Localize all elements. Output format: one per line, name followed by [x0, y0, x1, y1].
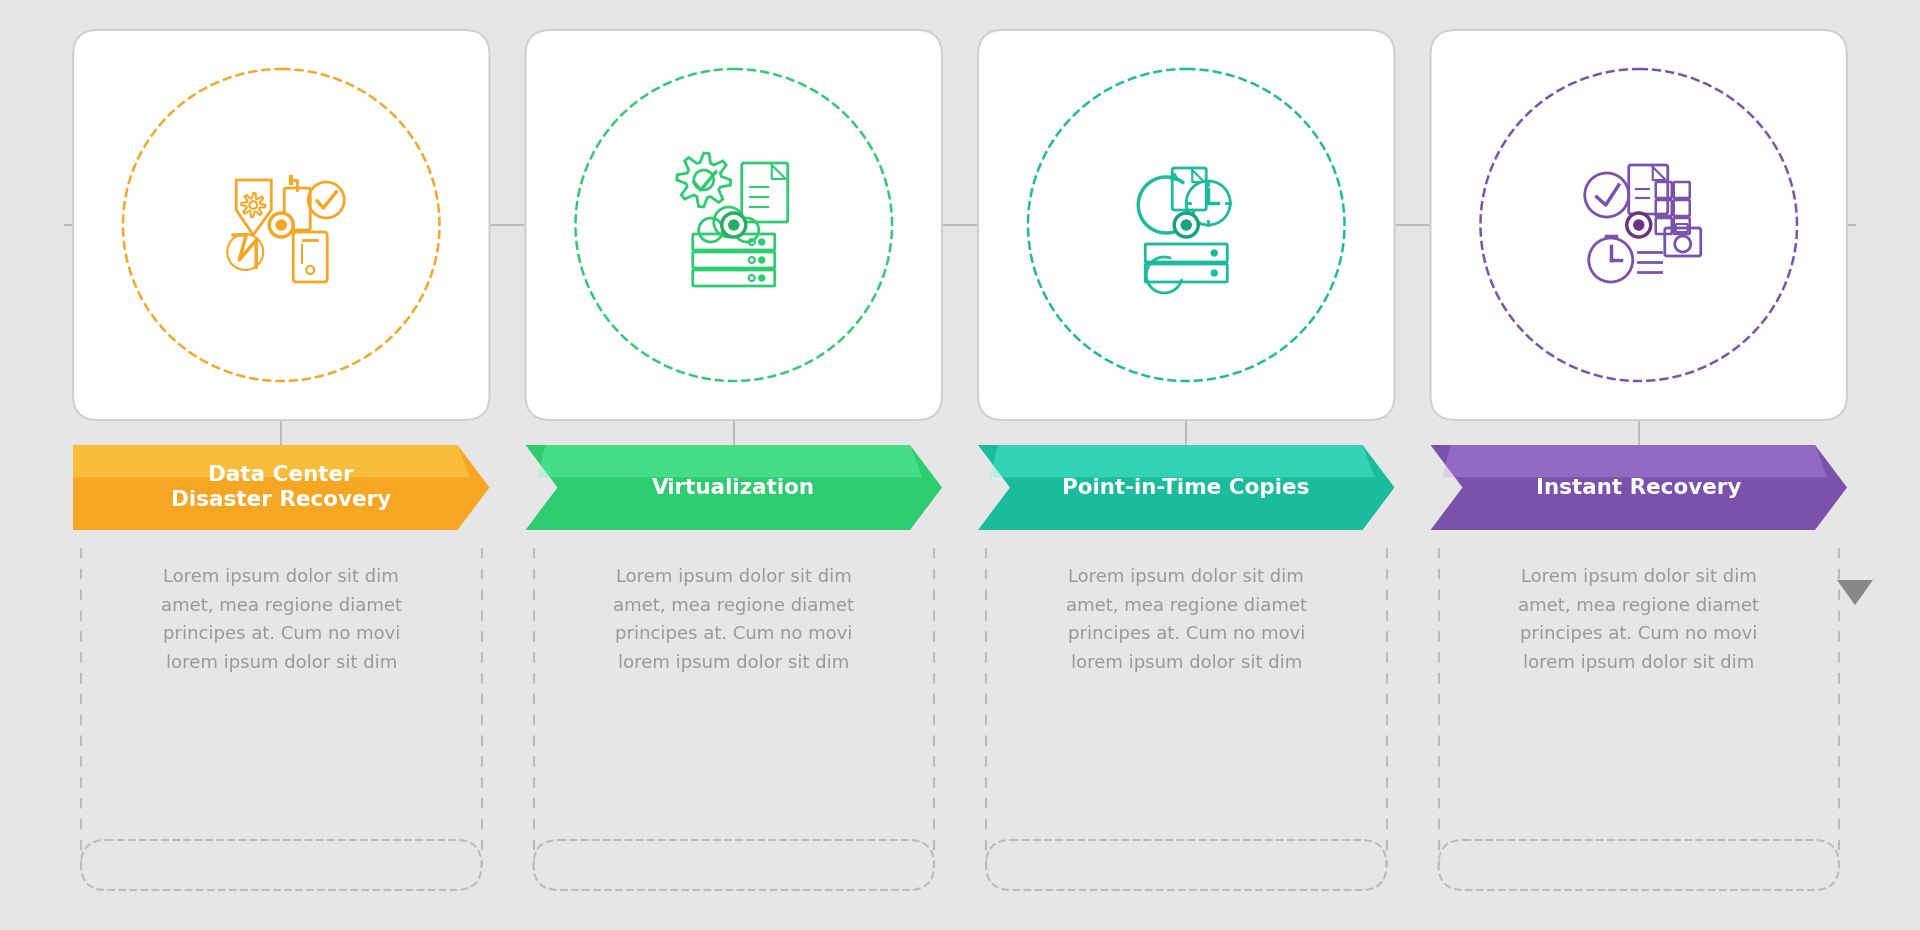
Text: Lorem ipsum dolor sit dim
amet, mea regione diamet
principes at. Cum no movi
lor: Lorem ipsum dolor sit dim amet, mea regi… — [1066, 568, 1308, 671]
Text: Virtualization: Virtualization — [653, 477, 816, 498]
Circle shape — [269, 213, 294, 237]
Polygon shape — [1430, 445, 1847, 530]
Text: Lorem ipsum dolor sit dim
amet, mea regione diamet
principes at. Cum no movi
lor: Lorem ipsum dolor sit dim amet, mea regi… — [1519, 568, 1759, 671]
Circle shape — [1626, 213, 1651, 237]
Circle shape — [758, 239, 764, 245]
Polygon shape — [538, 445, 922, 477]
Circle shape — [1212, 250, 1217, 256]
Circle shape — [1206, 201, 1210, 205]
FancyBboxPatch shape — [977, 30, 1394, 420]
Text: Lorem ipsum dolor sit dim
amet, mea regione diamet
principes at. Cum no movi
lor: Lorem ipsum dolor sit dim amet, mea regi… — [161, 568, 401, 671]
FancyBboxPatch shape — [73, 30, 490, 420]
Polygon shape — [1837, 580, 1874, 605]
Text: Lorem ipsum dolor sit dim
amet, mea regione diamet
principes at. Cum no movi
lor: Lorem ipsum dolor sit dim amet, mea regi… — [612, 568, 854, 671]
Circle shape — [1634, 220, 1644, 230]
Text: Point-in-Time Copies: Point-in-Time Copies — [1062, 477, 1309, 498]
Circle shape — [758, 257, 764, 263]
Polygon shape — [991, 445, 1375, 477]
Circle shape — [1181, 220, 1190, 230]
Circle shape — [730, 220, 739, 230]
Text: Data Center
Disaster Recovery: Data Center Disaster Recovery — [171, 465, 392, 510]
Circle shape — [1175, 213, 1198, 237]
Circle shape — [276, 220, 286, 230]
Polygon shape — [73, 445, 490, 530]
Text: Instant Recovery: Instant Recovery — [1536, 477, 1741, 498]
Polygon shape — [526, 445, 943, 530]
Polygon shape — [1442, 445, 1828, 477]
Circle shape — [758, 275, 764, 281]
Circle shape — [722, 213, 745, 237]
Circle shape — [1212, 270, 1217, 276]
FancyBboxPatch shape — [1430, 30, 1847, 420]
FancyBboxPatch shape — [526, 30, 943, 420]
Polygon shape — [73, 445, 470, 477]
Polygon shape — [977, 445, 1394, 530]
